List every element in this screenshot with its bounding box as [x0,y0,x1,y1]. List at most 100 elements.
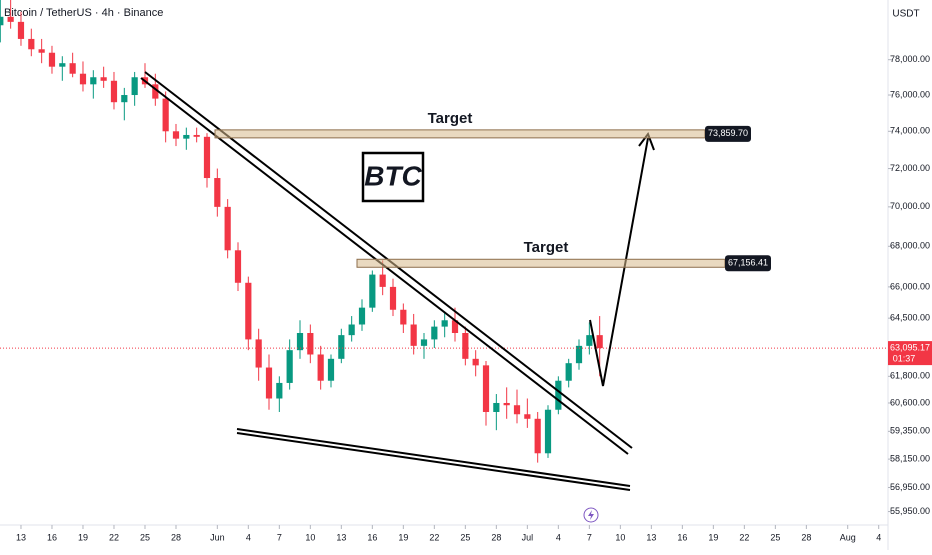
candle-body [482,365,490,412]
candle-body [265,367,273,399]
candle-body [276,382,283,399]
candle-body [493,402,500,412]
y-tick-label: 61,800.00 [890,371,930,381]
lower-trendline [236,432,631,491]
last-price-box [888,341,932,366]
y-tick-label: 78,000.00 [890,54,930,64]
candle-body [69,63,76,74]
countdown: 01:37 [893,353,916,363]
x-tick-label: 13 [16,532,26,542]
x-tick-label: 25 [460,532,470,542]
x-tick-label: 19 [708,532,718,542]
candle-body [100,77,107,81]
candle-body [0,16,4,26]
x-tick-label: 25 [770,532,780,542]
y-tick-label: 64,500.00 [890,313,930,323]
candle-body [338,335,345,359]
x-tick-label: 4 [556,532,561,542]
y-tick-label: 59,350.00 [890,426,930,436]
candle-body [286,350,293,383]
x-tick-label: 28 [171,532,181,542]
candle-body [307,333,314,355]
candle-body [327,358,335,381]
candle-body [172,131,180,139]
candle-body [431,326,438,340]
target-zone [214,129,706,139]
candle-body [214,178,221,207]
candle-body [121,95,128,103]
currency-label: USDT [892,9,919,20]
candle-body [224,206,231,251]
candle-body [441,320,448,327]
candle-body [245,282,252,340]
candle-body [565,363,572,381]
x-tick-label: 22 [739,532,749,542]
candle-body [48,52,56,67]
annotation-box [361,151,425,203]
x-tick-label: 7 [277,532,282,542]
x-tick-label: 22 [429,532,439,542]
x-tick-label: 19 [398,532,408,542]
candle-body [400,309,407,325]
x-tick-label: 28 [491,532,501,542]
candle-body [17,21,25,39]
x-tick-label: Jul [522,532,534,542]
x-tick-label: 4 [246,532,251,542]
y-tick-label: 66,000.00 [890,281,930,291]
x-tick-label: Jun [210,532,225,542]
y-tick-label: 74,000.00 [890,126,930,136]
candle-body [348,324,355,336]
y-tick-label: 72,000.00 [890,163,930,173]
event-icon [588,510,594,520]
candle-body [586,335,593,346]
candle-body [462,333,469,359]
y-tick-label: 68,000.00 [890,241,930,251]
x-tick-label: 19 [78,532,88,542]
candle-body [90,77,97,85]
candle-body [59,63,66,67]
candle-body [162,98,169,132]
y-tick-label: 55,950.00 [890,506,930,516]
x-tick-label: 16 [47,532,57,542]
x-tick-label: 7 [587,532,592,542]
target-label: Target [428,110,473,127]
x-tick-label: 16 [677,532,687,542]
candle-body [513,405,521,415]
level-label: 67,156.41 [728,258,768,268]
y-tick-label: 56,950.00 [890,482,930,492]
candle-body [575,345,583,364]
candle-body [234,250,242,283]
candle-body [110,80,118,103]
x-tick-label: 25 [140,532,150,542]
level-label: 73,859.70 [708,128,748,138]
candle-body [379,274,386,287]
candle-body [410,324,417,346]
x-tick-label: 10 [615,532,625,542]
candle-body [358,307,366,325]
candle-body [79,73,87,85]
candle-body [389,286,397,310]
candle-body [596,335,603,349]
candle-body [255,339,262,368]
candle-body [203,136,211,179]
level-box [705,125,751,142]
candle-body [183,134,190,139]
candle-body [503,402,510,406]
candle-body [152,84,159,99]
x-tick-label: 13 [336,532,346,542]
candle-body [317,354,324,381]
candle-body [369,274,376,308]
y-tick-label: 70,000.00 [890,201,930,211]
y-tick-label: 58,150.00 [890,453,930,463]
y-tick-label: 76,000.00 [890,89,930,99]
last-price-label: 63,095.17 [890,342,930,352]
candle-body [193,134,200,137]
candle-body [524,414,531,419]
candle-body [28,38,35,50]
x-tick-label: Aug [840,532,856,542]
plot [0,0,888,463]
target-zone [356,258,726,268]
candle-body [131,77,138,96]
